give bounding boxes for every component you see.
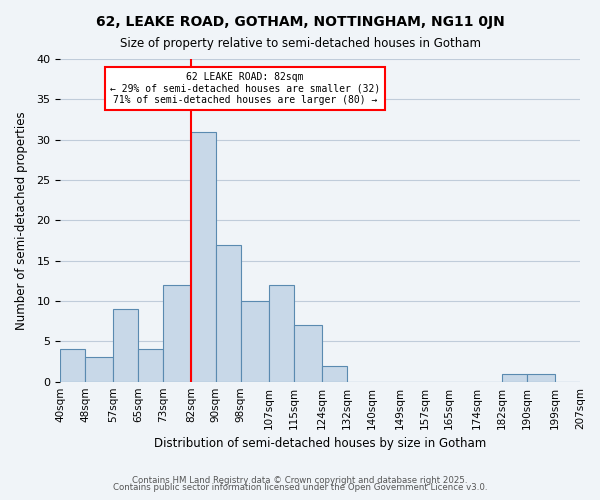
Bar (216, 244, 241, 382)
Bar (85, 358, 113, 382)
Y-axis label: Number of semi-detached properties: Number of semi-detached properties (15, 111, 28, 330)
Bar (322, 366, 347, 382)
Bar (293, 325, 322, 382)
Bar (60, 350, 85, 382)
Bar (113, 309, 138, 382)
Bar (269, 285, 293, 382)
Bar (138, 350, 163, 382)
X-axis label: Distribution of semi-detached houses by size in Gotham: Distribution of semi-detached houses by … (154, 437, 486, 450)
Bar (163, 285, 191, 382)
Bar (502, 374, 527, 382)
Text: Size of property relative to semi-detached houses in Gotham: Size of property relative to semi-detach… (119, 38, 481, 51)
Text: 62 LEAKE ROAD: 82sqm
← 29% of semi-detached houses are smaller (32)
71% of semi-: 62 LEAKE ROAD: 82sqm ← 29% of semi-detac… (110, 72, 380, 105)
Text: 62, LEAKE ROAD, GOTHAM, NOTTINGHAM, NG11 0JN: 62, LEAKE ROAD, GOTHAM, NOTTINGHAM, NG11… (95, 15, 505, 29)
Bar (527, 374, 555, 382)
Text: Contains public sector information licensed under the Open Government Licence v3: Contains public sector information licen… (113, 484, 487, 492)
Bar (241, 301, 269, 382)
Text: Contains HM Land Registry data © Crown copyright and database right 2025.: Contains HM Land Registry data © Crown c… (132, 476, 468, 485)
Bar (191, 132, 216, 382)
